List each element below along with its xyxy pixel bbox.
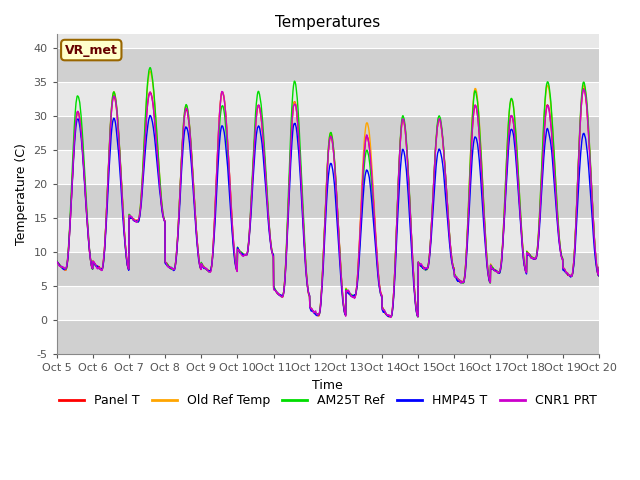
Line: Panel T: Panel T — [57, 88, 635, 317]
X-axis label: Time: Time — [312, 379, 343, 392]
Panel T — [631, 264, 639, 270]
AM25T Ref — [236, 248, 243, 254]
Old Ref Temp — [236, 248, 243, 254]
CNR1 PRT — [381, 307, 388, 313]
AM25T Ref — [631, 264, 639, 270]
CNR1 PRT — [580, 86, 588, 92]
Line: CNR1 PRT: CNR1 PRT — [57, 89, 635, 317]
Old Ref Temp — [386, 314, 394, 320]
Old Ref Temp — [381, 310, 388, 315]
AM25T Ref — [111, 90, 118, 96]
HMP45 T — [111, 116, 118, 122]
Bar — [57, 82, 599, 116]
Old Ref Temp — [623, 174, 631, 180]
Panel T — [236, 248, 243, 253]
HMP45 T — [236, 249, 243, 255]
Text: VR_met: VR_met — [65, 44, 118, 57]
Panel T — [553, 207, 561, 213]
Panel T — [111, 93, 118, 99]
Panel T — [53, 259, 61, 265]
Y-axis label: Temperature (C): Temperature (C) — [15, 143, 28, 245]
Legend: Panel T, Old Ref Temp, AM25T Ref, HMP45 T, CNR1 PRT: Panel T, Old Ref Temp, AM25T Ref, HMP45 … — [54, 389, 602, 412]
HMP45 T — [631, 266, 639, 272]
Bar — [57, 116, 599, 150]
CNR1 PRT — [623, 184, 631, 190]
Old Ref Temp — [520, 262, 528, 268]
HMP45 T — [520, 264, 528, 269]
Old Ref Temp — [111, 90, 118, 96]
CNR1 PRT — [236, 248, 243, 254]
AM25T Ref — [381, 310, 388, 315]
CNR1 PRT — [631, 264, 639, 270]
Panel T — [387, 314, 394, 320]
Old Ref Temp — [53, 259, 61, 264]
CNR1 PRT — [553, 207, 561, 213]
Panel T — [381, 309, 388, 315]
Line: HMP45 T: HMP45 T — [57, 116, 635, 317]
AM25T Ref — [623, 172, 631, 178]
Old Ref Temp — [631, 264, 639, 270]
Bar — [57, 48, 599, 82]
CNR1 PRT — [387, 314, 395, 320]
Old Ref Temp — [146, 68, 154, 74]
HMP45 T — [553, 217, 561, 223]
Panel T — [520, 261, 528, 267]
Bar — [57, 320, 599, 354]
HMP45 T — [147, 113, 154, 119]
Bar — [57, 218, 599, 252]
AM25T Ref — [553, 203, 561, 208]
HMP45 T — [381, 309, 388, 315]
Bar — [57, 286, 599, 320]
Panel T — [580, 85, 588, 91]
Panel T — [623, 184, 631, 190]
AM25T Ref — [147, 65, 154, 71]
AM25T Ref — [520, 262, 528, 267]
CNR1 PRT — [520, 261, 528, 266]
HMP45 T — [414, 314, 422, 320]
Line: AM25T Ref: AM25T Ref — [57, 68, 635, 317]
Bar — [57, 252, 599, 286]
Bar — [57, 184, 599, 218]
AM25T Ref — [53, 258, 61, 264]
HMP45 T — [623, 198, 631, 204]
Bar — [57, 150, 599, 184]
CNR1 PRT — [111, 94, 118, 99]
HMP45 T — [53, 259, 61, 264]
Title: Temperatures: Temperatures — [275, 15, 380, 30]
Line: Old Ref Temp: Old Ref Temp — [57, 71, 635, 317]
CNR1 PRT — [53, 259, 61, 264]
AM25T Ref — [414, 314, 422, 320]
Old Ref Temp — [553, 204, 561, 210]
